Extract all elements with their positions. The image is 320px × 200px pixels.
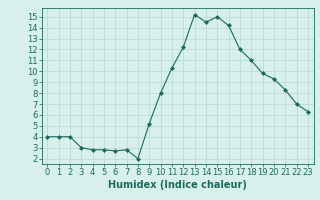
X-axis label: Humidex (Indice chaleur): Humidex (Indice chaleur) xyxy=(108,180,247,190)
